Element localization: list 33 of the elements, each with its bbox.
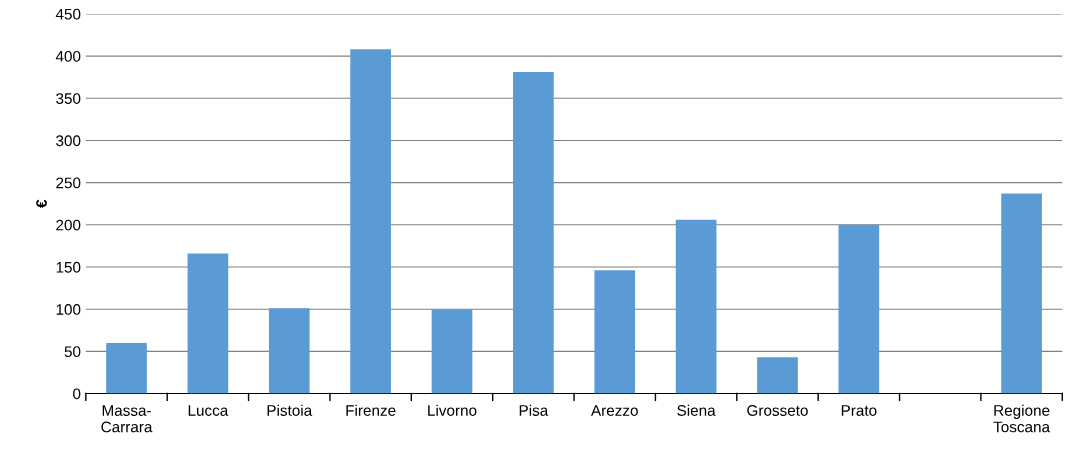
bar [350, 49, 391, 394]
y-tick-label: 350 [56, 93, 81, 104]
bar [268, 308, 310, 394]
x-tick-label: Firenze [346, 404, 396, 416]
bar [757, 357, 798, 394]
bar [594, 270, 636, 394]
y-tick-label: 50 [64, 346, 81, 358]
y-tick-label: 100 [56, 304, 81, 315]
x-tick-label: Massa- Carrara [101, 405, 153, 433]
y-tick-label: 400 [55, 50, 81, 62]
bar [513, 72, 554, 394]
bar [1001, 193, 1042, 394]
x-tick-label: Arezzo [591, 405, 638, 416]
x-tick-label: Grosseto [747, 405, 808, 416]
bar [431, 309, 473, 394]
bar [187, 253, 229, 394]
y-tick-label: 200 [56, 219, 81, 231]
y-tick-label: 300 [56, 135, 81, 147]
x-tick-label: Prato [841, 405, 877, 416]
y-tick-label: 250 [56, 177, 81, 189]
y-axis-title: € [36, 199, 47, 208]
bar [106, 342, 147, 394]
y-tick-label: 0 [73, 388, 81, 400]
x-tick-label: Siena [677, 404, 716, 416]
x-tick-label: Lucca [188, 405, 229, 416]
x-tick-label: Regione Toscana [993, 404, 1051, 433]
y-tick-label: 150 [56, 261, 81, 273]
bar [838, 224, 880, 394]
x-tick-label: Livorno [428, 404, 477, 416]
bar [675, 219, 717, 394]
x-tick-label: Pisa [519, 404, 549, 416]
x-tick-label: Pistoia [267, 404, 313, 416]
y-tick-label: 450 [55, 8, 81, 20]
